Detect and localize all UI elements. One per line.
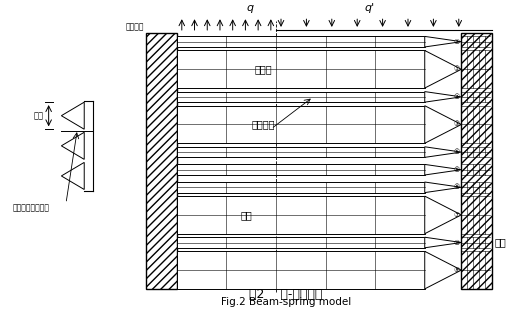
Polygon shape <box>425 196 461 234</box>
Bar <box>177 182 425 193</box>
Bar <box>461 33 492 289</box>
Text: ⑦: ⑦ <box>453 212 459 218</box>
Polygon shape <box>425 182 461 193</box>
Text: 螺栓轴线: 螺栓轴线 <box>125 22 144 31</box>
Polygon shape <box>425 251 461 289</box>
Polygon shape <box>425 164 461 175</box>
Text: 模型弹簧: 模型弹簧 <box>252 120 275 129</box>
Bar <box>146 33 177 289</box>
Bar <box>177 147 425 157</box>
Text: ③: ③ <box>453 121 459 128</box>
Polygon shape <box>61 102 84 129</box>
Text: ⑥: ⑥ <box>453 149 459 155</box>
Text: 螺母: 螺母 <box>494 238 506 248</box>
Polygon shape <box>61 132 84 159</box>
Text: ⑨: ⑨ <box>453 267 459 273</box>
Text: ②: ② <box>453 39 459 45</box>
Text: q': q' <box>365 3 375 13</box>
Polygon shape <box>61 163 84 189</box>
Bar <box>177 237 425 248</box>
Text: q: q <box>247 3 254 13</box>
Text: 螺牙: 螺牙 <box>34 111 43 120</box>
Polygon shape <box>425 36 461 47</box>
Text: 图2    梁-弹簧模型: 图2 梁-弹簧模型 <box>249 287 322 301</box>
Bar <box>177 164 425 175</box>
Bar <box>177 91 425 102</box>
Bar <box>177 196 425 234</box>
Polygon shape <box>425 237 461 248</box>
Bar <box>177 106 425 143</box>
Polygon shape <box>425 106 461 143</box>
Bar <box>177 36 425 47</box>
Text: 螺栓: 螺栓 <box>240 210 252 220</box>
Text: 模型梁: 模型梁 <box>254 64 272 74</box>
Polygon shape <box>425 91 461 102</box>
Polygon shape <box>425 50 461 88</box>
Text: ⑤: ⑤ <box>453 167 459 173</box>
Text: ⑩: ⑩ <box>453 239 459 246</box>
Text: 螺牙间的过渡部分: 螺牙间的过渡部分 <box>13 203 50 212</box>
Polygon shape <box>425 147 461 157</box>
Text: ①: ① <box>453 66 459 72</box>
Text: ⑧: ⑧ <box>453 184 459 190</box>
Bar <box>177 251 425 289</box>
Bar <box>177 50 425 88</box>
Text: ④: ④ <box>453 94 459 100</box>
Text: Fig.2 Beam-spring model: Fig.2 Beam-spring model <box>221 297 351 307</box>
